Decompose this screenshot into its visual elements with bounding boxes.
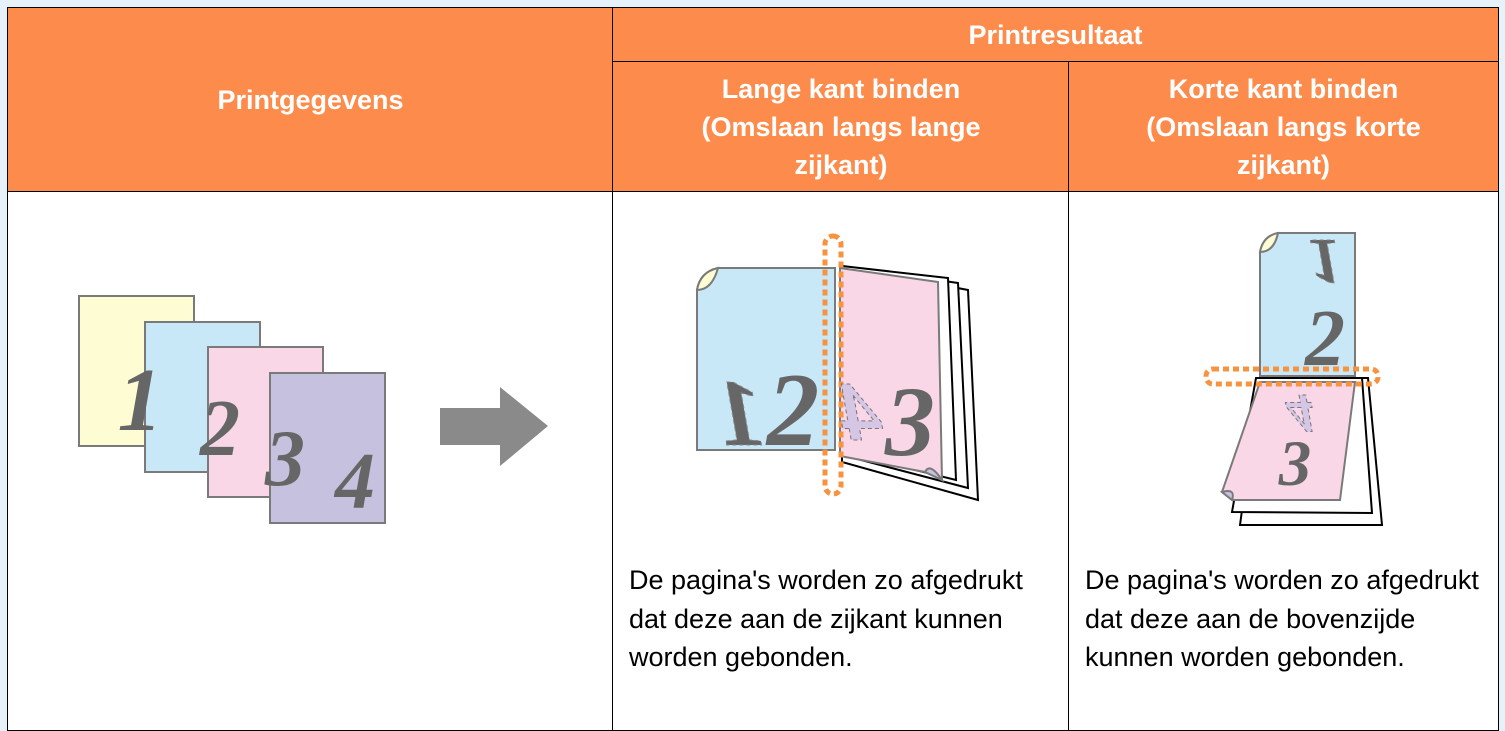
page-number: 1 <box>118 351 163 450</box>
description-short-edge: De pagina's worden zo afgedrukt dat deze… <box>1085 565 1479 672</box>
input-pages <box>78 295 386 524</box>
page-number: 4 <box>1285 383 1314 444</box>
header-long-edge: Lange kant binden (Omslaan langs lange z… <box>701 74 981 180</box>
page-number: 1 <box>716 360 764 466</box>
description-long-edge: De pagina's worden zo afgedrukt dat deze… <box>629 565 1023 672</box>
page-number: 3 <box>264 415 305 503</box>
page-number: 1 <box>1309 225 1342 297</box>
page-number: 4 <box>839 365 884 459</box>
header-cell: Lange kant binden (Omslaan langs lange z… <box>612 61 1070 193</box>
short-edge-book <box>1203 231 1384 526</box>
header-cell: Printgegevens <box>7 7 614 193</box>
header-short-edge: Korte kant binden (Omslaan langs korte z… <box>1146 74 1421 180</box>
page-number: 2 <box>199 385 240 473</box>
page-number: 3 <box>884 366 935 477</box>
page-number: 2 <box>1304 295 1345 383</box>
header-result: Printresultaat <box>968 20 1143 50</box>
page-number: 4 <box>333 438 375 526</box>
page-number: 2 <box>765 351 820 468</box>
header-source: Printgegevens <box>217 85 404 115</box>
long-edge-book <box>695 233 980 502</box>
page-number: 3 <box>1278 428 1312 500</box>
arrow <box>440 387 548 466</box>
header-cell: Korte kant binden (Omslaan langs korte z… <box>1068 61 1499 193</box>
